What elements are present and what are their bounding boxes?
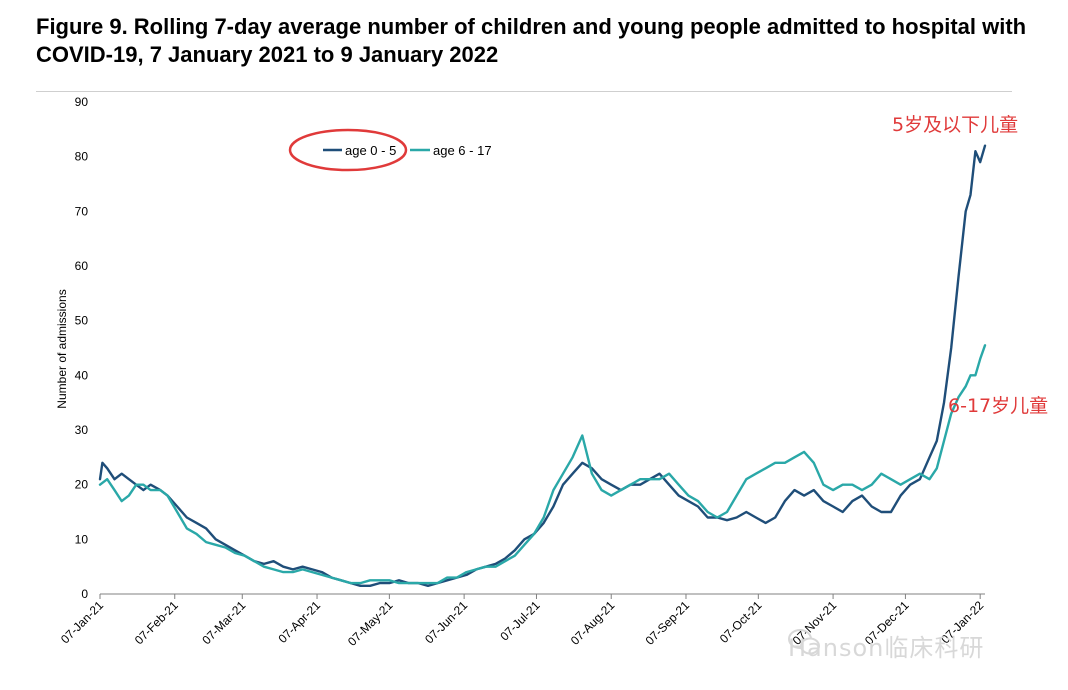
y-tick-label: 70 bbox=[75, 204, 89, 218]
y-tick-labels: 0 10 20 30 40 50 60 70 80 90 bbox=[75, 95, 89, 601]
y-tick-label: 90 bbox=[75, 95, 89, 109]
x-tick-label: 07-Sep-21 bbox=[643, 598, 693, 648]
annotation-6-17: 6-17岁儿童 bbox=[948, 395, 1048, 417]
y-tick-label: 60 bbox=[75, 259, 89, 273]
legend-highlight-circle bbox=[288, 128, 408, 172]
x-tick-label: 07-May-21 bbox=[345, 598, 396, 649]
x-tick-label: 07-Oct-21 bbox=[717, 598, 765, 646]
y-tick-label: 10 bbox=[75, 532, 89, 546]
chart-axes bbox=[99, 593, 985, 599]
legend: age 0 - 5 age 6 - 17 bbox=[288, 128, 492, 172]
y-tick-label: 20 bbox=[75, 478, 89, 492]
x-tick-label: 07-Jul-21 bbox=[497, 598, 543, 644]
y-tick-label: 30 bbox=[75, 423, 89, 437]
y-tick-label: 50 bbox=[75, 314, 89, 328]
x-tick-label: 07-Jan-21 bbox=[58, 598, 106, 646]
chart-title: Figure 9. Rolling 7-day average number o… bbox=[36, 14, 1027, 67]
series-line-age-6-17 bbox=[98, 344, 987, 585]
wechat-watermark-icon bbox=[788, 629, 820, 655]
series-lines bbox=[98, 144, 987, 587]
title-divider bbox=[36, 91, 1012, 92]
x-tick-label: 07-Feb-21 bbox=[132, 598, 181, 647]
x-tick-label: 07-Mar-21 bbox=[199, 598, 248, 647]
legend-label-age-6-17: age 6 - 17 bbox=[433, 143, 492, 158]
y-axis-label: Number of admissions bbox=[55, 289, 69, 408]
x-tick-label: 07-Aug-21 bbox=[568, 598, 618, 648]
watermark-text: Hanson临床科研 bbox=[788, 634, 985, 662]
y-tick-label: 0 bbox=[81, 587, 88, 601]
y-tick-label: 80 bbox=[75, 150, 89, 164]
legend-label-age-0-5: age 0 - 5 bbox=[345, 143, 396, 158]
x-tick-label: 07-Apr-21 bbox=[276, 598, 324, 646]
y-tick-label: 40 bbox=[75, 368, 89, 382]
annotation-under-5: 5岁及以下儿童 bbox=[892, 114, 1018, 136]
x-tick-label: 07-Jun-21 bbox=[422, 598, 470, 646]
series-line-age-0-5 bbox=[98, 144, 987, 587]
